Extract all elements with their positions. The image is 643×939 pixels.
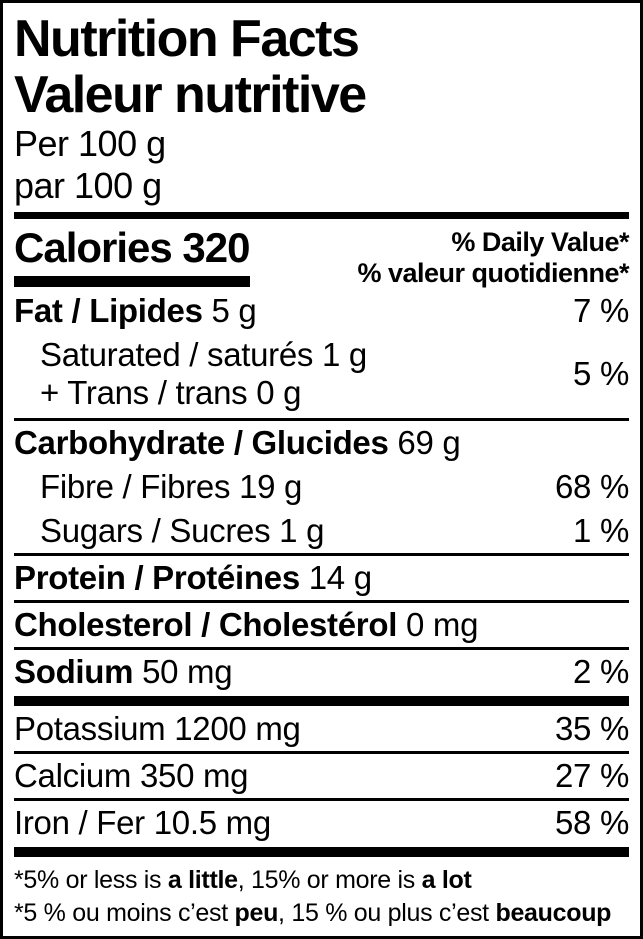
fibre-label: Fibre / Fibres (40, 468, 231, 505)
thick-rule-minerals (14, 696, 629, 706)
iron-amount: 10.5 mg (153, 804, 271, 841)
saturated-amount: 1 g (322, 336, 367, 373)
label-header: Nutrition Facts Valeur nutritive Per 100… (14, 3, 629, 207)
calcium-label: Calcium (14, 757, 132, 794)
daily-value-header-english: % Daily Value* (451, 227, 629, 257)
footnote-french: *5 % ou moins c’est peu, 15 % ou plus c’… (14, 899, 612, 927)
fat-amount: 5 g (211, 292, 257, 329)
calcium-amount: 350 mg (139, 757, 249, 794)
potassium-daily-value: 35 % (554, 710, 629, 747)
title-french: Valeur nutritive (14, 66, 367, 124)
nutrient-row-carbohydrate: Carbohydrate / Glucides 69 g (14, 418, 629, 465)
sodium-daily-value: 2 % (573, 653, 629, 690)
calories-underline-rule (14, 276, 250, 287)
sugars-daily-value: 1 % (573, 512, 629, 549)
saturated-label: Saturated / saturés (40, 336, 314, 373)
nutrient-row-protein: Protein / Protéines 14 g (14, 553, 629, 600)
cholesterol-label: Cholesterol / Cholestérol (14, 606, 398, 643)
sodium-amount: 50 mg (142, 653, 233, 690)
serving-size-french: par 100 g (14, 165, 162, 206)
nutrient-row-iron: Iron / Fer 10.5 mg 58 % (14, 798, 629, 845)
cholesterol-amount: 0 mg (405, 606, 479, 643)
daily-value-header: % Daily Value* % valeur quotidienne* (357, 225, 629, 289)
thick-rule-top (14, 212, 629, 219)
carbohydrate-amount: 69 g (397, 424, 461, 461)
potassium-label: Potassium (14, 710, 166, 747)
calories-section: Calories 320 % Daily Value* % valeur quo… (14, 219, 629, 289)
protein-amount: 14 g (308, 559, 372, 596)
trans-amount: 0 g (256, 374, 302, 411)
nutrient-row-sodium: Sodium 50 mg 2 % (14, 647, 629, 694)
nutrient-row-cholesterol: Cholesterol / Cholestérol 0 mg (14, 600, 629, 647)
nutrient-row-fat: Fat / Lipides 5 g 7 % (14, 289, 629, 333)
calories-block: Calories 320 (14, 224, 251, 289)
fat-daily-value: 7 % (573, 292, 629, 329)
calories-line: Calories 320 (14, 224, 251, 271)
nutrient-row-sugars: Sugars / Sucres 1 g 1 % (14, 509, 629, 553)
fibre-amount: 19 g (239, 468, 303, 505)
nutrient-row-fibre: Fibre / Fibres 19 g 68 % (14, 465, 629, 509)
sugars-amount: 1 g (279, 512, 325, 549)
nutrient-row-calcium: Calcium 350 mg 27 % (14, 751, 629, 798)
protein-label: Protein / Protéines (14, 559, 300, 596)
iron-daily-value: 58 % (554, 804, 629, 841)
sodium-label: Sodium (14, 653, 134, 690)
footnote: *5% or less is a little, 15% or more is … (14, 858, 629, 934)
calcium-daily-value: 27 % (554, 757, 629, 794)
fibre-daily-value: 68 % (554, 468, 629, 505)
daily-value-header-french: % valeur quotidienne* (357, 258, 629, 288)
nutrient-row-saturated-trans: Saturated / saturés 1 g + Trans / trans … (14, 333, 629, 418)
carbohydrate-label: Carbohydrate / Glucides (14, 424, 389, 461)
nutrient-row-potassium: Potassium 1200 mg 35 % (14, 707, 629, 751)
fat-label: Fat / Lipides (14, 292, 203, 329)
sugars-label: Sugars / Sucres (40, 512, 271, 549)
iron-label: Iron / Fer (14, 804, 145, 841)
serving-size-english: Per 100 g (14, 123, 166, 164)
saturated-line: Saturated / saturés 1 g (14, 336, 367, 374)
title-english: Nutrition Facts (14, 10, 360, 68)
potassium-amount: 1200 mg (174, 710, 301, 747)
calories-label: Calories (14, 224, 173, 271)
calories-value: 320 (182, 224, 250, 271)
saturated-trans-daily-value: 5 % (573, 355, 629, 392)
trans-line: + Trans / trans 0 g (14, 374, 367, 412)
thick-rule-footnote (14, 847, 629, 857)
footnote-english: *5% or less is a little, 15% or more is … (14, 866, 472, 894)
trans-label: + Trans / trans (40, 374, 248, 411)
